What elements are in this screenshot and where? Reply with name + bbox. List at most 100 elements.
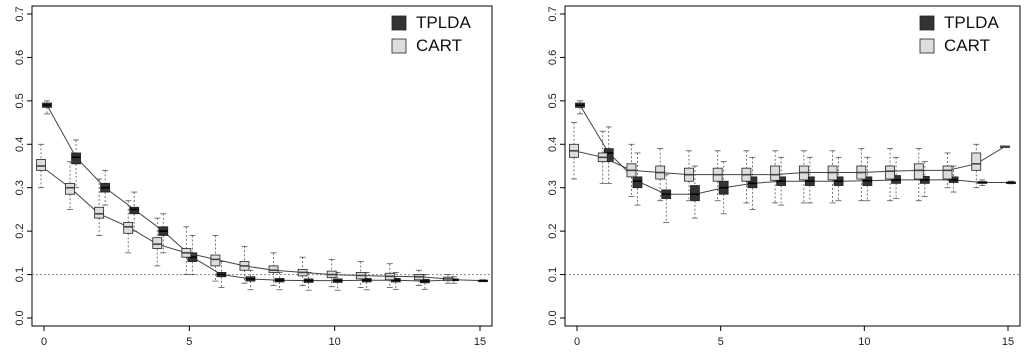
- y-tick-label: 0.6: [547, 50, 559, 65]
- x-tick-label: 5: [186, 336, 192, 348]
- box-cart: [569, 122, 579, 180]
- series-cart: [569, 122, 1010, 204]
- box-tplda: [42, 100, 52, 115]
- y-tick-label: 0.2: [547, 223, 559, 238]
- box-iqr: [94, 206, 105, 219]
- median-line: [46, 104, 484, 282]
- x-tick-label: 0: [41, 336, 47, 348]
- box-tplda: [690, 165, 700, 219]
- box-tplda: [718, 161, 729, 215]
- box-cart: [798, 150, 809, 204]
- box-cart: [355, 261, 366, 289]
- legend-swatch-tplda: [919, 15, 935, 31]
- box-cart: [684, 150, 694, 202]
- box-cart: [152, 217, 163, 267]
- series-cart: [36, 143, 453, 289]
- y-tick-label: 0.5: [547, 93, 559, 108]
- box-iqr: [885, 165, 895, 180]
- x-tick-label: 0: [574, 336, 580, 348]
- series-tplda: [575, 100, 1016, 223]
- x-tick-label: 15: [1002, 336, 1014, 348]
- y-tick-label: 0.6: [14, 50, 26, 65]
- box-cart: [123, 200, 134, 254]
- box-cart: [65, 161, 75, 210]
- box-cart: [942, 152, 953, 189]
- box-cart: [297, 256, 308, 286]
- box-iqr: [152, 237, 163, 249]
- box-tplda: [891, 156, 901, 199]
- x-tick-label: 5: [718, 336, 724, 348]
- box-tplda: [977, 179, 988, 186]
- box-iqr: [65, 182, 75, 195]
- box-tplda: [419, 274, 430, 290]
- box-iqr: [971, 152, 982, 171]
- box-cart: [741, 150, 752, 204]
- box-tplda: [390, 271, 401, 290]
- y-tick-label: 0.7: [547, 6, 559, 21]
- x-tick-label: 10: [329, 336, 341, 348]
- plot-frame: [564, 5, 1021, 327]
- box-tplda: [478, 279, 488, 283]
- box-cart: [626, 143, 637, 197]
- box-cart: [856, 148, 867, 202]
- box-cart: [181, 226, 192, 275]
- legend-label-cart: CART: [416, 36, 462, 55]
- box-tplda: [216, 261, 227, 289]
- box-iqr: [747, 176, 758, 189]
- legend-swatch-tplda: [391, 15, 407, 31]
- box-tplda: [71, 139, 81, 189]
- y-tick-label: 0.1: [547, 267, 559, 282]
- box-iqr: [632, 176, 643, 189]
- box-cart: [913, 148, 924, 202]
- y-tick-label: 0.4: [14, 137, 26, 152]
- box-tplda: [862, 156, 873, 202]
- box-tplda: [361, 271, 372, 291]
- box-iqr: [268, 265, 279, 273]
- legend-label-tplda: TPLDA: [944, 13, 999, 32]
- box-tplda: [919, 161, 930, 197]
- chart-panel-2: 0.0 0.1 0.2 0.3 0.4 0.5 0.6 0.7 0 5 10 15 TPLDA CART: [547, 5, 1021, 348]
- box-cart: [770, 150, 781, 204]
- legend: TPLDA CART: [919, 13, 999, 55]
- box-tplda: [245, 269, 256, 291]
- median-line: [573, 146, 1006, 176]
- box-cart: [36, 143, 46, 189]
- box-tplda: [747, 156, 758, 210]
- x-tick-label: 15: [474, 336, 486, 348]
- box-iqr: [123, 222, 134, 234]
- box-cart: [885, 148, 895, 202]
- box-iqr: [690, 185, 700, 202]
- box-cart: [384, 263, 395, 289]
- box-cart: [326, 258, 337, 288]
- box-iqr: [71, 152, 81, 165]
- box-cart: [597, 130, 608, 184]
- legend-label-tplda: TPLDA: [416, 13, 471, 32]
- legend-swatch-cart: [919, 38, 935, 54]
- box-iqr: [770, 165, 781, 181]
- box-iqr: [129, 206, 140, 215]
- y-tick-label: 0.4: [547, 137, 559, 152]
- box-tplda: [274, 271, 285, 291]
- y-tick-label: 0.2: [14, 223, 26, 238]
- median-line: [579, 104, 1011, 195]
- box-cart: [268, 252, 279, 286]
- box-tplda: [158, 213, 169, 254]
- y-tick-label: 0.5: [14, 93, 26, 108]
- box-cart: [971, 143, 982, 189]
- box-cart: [413, 269, 424, 286]
- plot-frame: [31, 5, 493, 327]
- y-tick-label: 0.3: [547, 180, 559, 195]
- box-tplda: [100, 169, 111, 206]
- y-tick-label: 0.0: [547, 310, 559, 325]
- box-cart: [712, 150, 723, 202]
- chart-panel-1: 0.0 0.1 0.2 0.3 0.4 0.5 0.6 0.7 0 5 10 15 TPLDA CART: [14, 5, 493, 348]
- y-tick-label: 0.3: [14, 180, 26, 195]
- box-tplda: [661, 174, 672, 223]
- box-tplda: [1006, 180, 1016, 185]
- box-iqr: [913, 163, 924, 180]
- x-tick-label: 10: [858, 336, 870, 348]
- box-tplda: [332, 271, 343, 291]
- box-tplda: [804, 156, 815, 204]
- box-iqr: [210, 254, 221, 267]
